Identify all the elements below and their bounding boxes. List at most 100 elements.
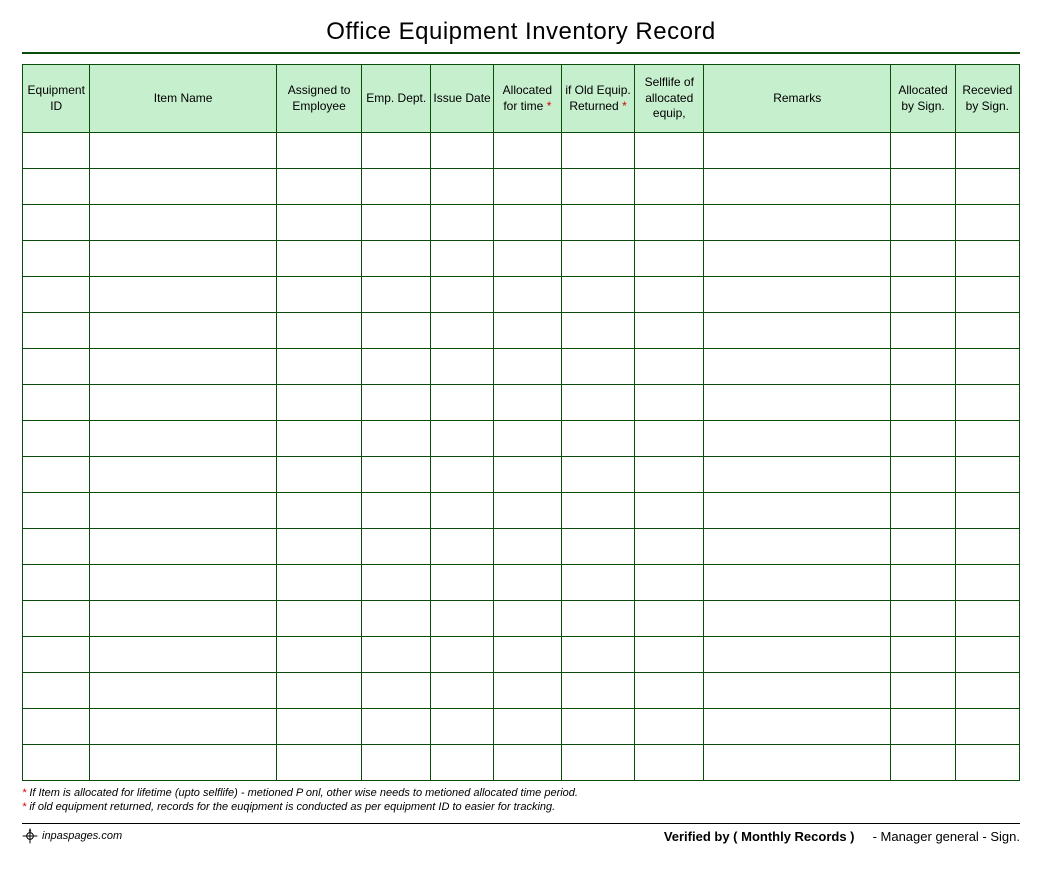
table-cell xyxy=(362,529,431,565)
table-cell xyxy=(955,745,1019,781)
table-cell xyxy=(90,565,276,601)
asterisk: * xyxy=(547,99,552,113)
footer-right: Verified by ( Monthly Records ) - Manage… xyxy=(664,829,1020,844)
table-cell xyxy=(955,241,1019,277)
table-row xyxy=(23,421,1020,457)
column-header: Selflife of allocated equip, xyxy=(635,65,704,133)
table-cell xyxy=(704,205,891,241)
table-cell xyxy=(635,709,704,745)
table-cell xyxy=(891,277,955,313)
table-row xyxy=(23,565,1020,601)
table-cell xyxy=(561,637,635,673)
table-cell xyxy=(891,385,955,421)
table-cell xyxy=(362,241,431,277)
table-cell xyxy=(955,601,1019,637)
table-cell xyxy=(430,349,493,385)
footer-left: inpaspages.com xyxy=(22,828,122,844)
table-row xyxy=(23,529,1020,565)
table-cell xyxy=(276,457,362,493)
table-cell xyxy=(955,457,1019,493)
table-row xyxy=(23,673,1020,709)
table-cell xyxy=(494,637,561,673)
table-cell xyxy=(704,133,891,169)
table-cell xyxy=(90,169,276,205)
column-header: Allocated for time * xyxy=(494,65,561,133)
compass-icon xyxy=(22,828,38,844)
table-cell xyxy=(23,637,90,673)
column-header: Item Name xyxy=(90,65,276,133)
table-cell xyxy=(23,169,90,205)
table-cell xyxy=(362,601,431,637)
table-cell xyxy=(635,565,704,601)
table-row xyxy=(23,709,1020,745)
table-cell xyxy=(23,133,90,169)
table-cell xyxy=(704,457,891,493)
asterisk: * xyxy=(22,787,26,799)
table-cell xyxy=(362,565,431,601)
table-cell xyxy=(891,529,955,565)
table-cell xyxy=(704,493,891,529)
table-cell xyxy=(430,601,493,637)
footer-bar: inpaspages.com Verified by ( Monthly Rec… xyxy=(22,823,1020,844)
table-cell xyxy=(430,529,493,565)
signer-label: - Manager general - Sign. xyxy=(873,829,1020,844)
table-row xyxy=(23,277,1020,313)
table-cell xyxy=(494,421,561,457)
table-cell xyxy=(635,637,704,673)
table-cell xyxy=(23,529,90,565)
table-cell xyxy=(891,349,955,385)
table-cell xyxy=(276,745,362,781)
table-cell xyxy=(90,529,276,565)
table-cell xyxy=(276,349,362,385)
table-cell xyxy=(561,709,635,745)
table-cell xyxy=(430,709,493,745)
table-cell xyxy=(362,313,431,349)
table-cell xyxy=(635,745,704,781)
table-cell xyxy=(955,205,1019,241)
table-cell xyxy=(362,673,431,709)
table-cell xyxy=(891,421,955,457)
table-cell xyxy=(90,457,276,493)
table-cell xyxy=(430,421,493,457)
table-row xyxy=(23,205,1020,241)
table-cell xyxy=(362,745,431,781)
table-cell xyxy=(561,565,635,601)
table-cell xyxy=(494,493,561,529)
table-cell xyxy=(90,673,276,709)
table-cell xyxy=(955,529,1019,565)
table-cell xyxy=(561,601,635,637)
table-cell xyxy=(362,421,431,457)
table-cell xyxy=(561,385,635,421)
column-header: if Old Equip. Returned * xyxy=(561,65,635,133)
table-cell xyxy=(276,133,362,169)
table-cell xyxy=(362,205,431,241)
table-cell xyxy=(362,169,431,205)
table-cell xyxy=(362,277,431,313)
table-cell xyxy=(23,205,90,241)
table-cell xyxy=(635,673,704,709)
column-header: Issue Date xyxy=(430,65,493,133)
table-cell xyxy=(704,745,891,781)
asterisk: * xyxy=(22,801,26,813)
table-cell xyxy=(90,205,276,241)
table-cell xyxy=(494,745,561,781)
table-cell xyxy=(23,349,90,385)
table-cell xyxy=(955,637,1019,673)
table-cell xyxy=(90,637,276,673)
table-cell xyxy=(276,709,362,745)
table-cell xyxy=(704,565,891,601)
table-cell xyxy=(90,349,276,385)
table-cell xyxy=(635,529,704,565)
table-cell xyxy=(90,385,276,421)
table-cell xyxy=(23,565,90,601)
table-cell xyxy=(561,205,635,241)
table-cell xyxy=(891,601,955,637)
table-cell xyxy=(276,565,362,601)
footer-site: inpaspages.com xyxy=(42,830,122,842)
table-cell xyxy=(891,169,955,205)
table-cell xyxy=(955,277,1019,313)
table-cell xyxy=(23,457,90,493)
table-cell xyxy=(494,241,561,277)
table-cell xyxy=(955,493,1019,529)
table-cell xyxy=(891,313,955,349)
